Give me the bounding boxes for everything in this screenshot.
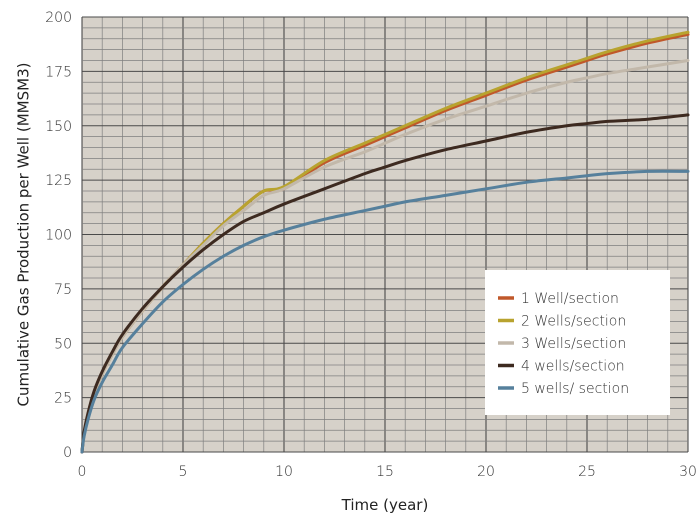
x-tick-label: 20 bbox=[477, 464, 495, 480]
x-tick-label: 5 bbox=[179, 464, 188, 480]
series-line-4 bbox=[80, 113, 690, 454]
x-tick-label: 0 bbox=[78, 464, 87, 480]
y-tick-label: 0 bbox=[63, 445, 72, 461]
y-tick-label: 100 bbox=[45, 228, 72, 244]
legend-box bbox=[485, 270, 670, 415]
y-tick-label: 75 bbox=[54, 282, 72, 298]
x-tick-label: 30 bbox=[679, 464, 697, 480]
y-tick-label: 25 bbox=[54, 391, 72, 407]
series-lines bbox=[80, 30, 690, 454]
legend-entry-label: 4 wells/section bbox=[521, 359, 625, 375]
series-line-5 bbox=[80, 169, 690, 454]
y-axis-label: Cumulative Gas Production per Well (MMSM… bbox=[15, 63, 33, 407]
legend-entry-label: 1 Well/section bbox=[521, 291, 619, 307]
y-tick-label: 175 bbox=[45, 64, 72, 80]
y-tick-label: 150 bbox=[45, 119, 72, 135]
x-axis-label: Time (year) bbox=[341, 496, 429, 514]
legend-entry-label: 2 Wells/section bbox=[521, 314, 626, 330]
legend-entry-label: 3 Wells/section bbox=[521, 336, 626, 352]
x-tick-label: 25 bbox=[578, 464, 596, 480]
legend-entry-label: 5 wells/ section bbox=[521, 381, 629, 397]
legend: 1 Well/section 2 Wells/section 3 Wells/sec… bbox=[485, 270, 670, 415]
x-tick-label: 10 bbox=[275, 464, 293, 480]
y-tick-label: 50 bbox=[54, 336, 72, 352]
y-tick-label: 200 bbox=[45, 10, 72, 26]
x-tick-label: 15 bbox=[376, 464, 394, 480]
axes: 0 5 10 15 20 25 30 0 25 50 75 100 125 150 175 200 bbox=[45, 10, 697, 480]
y-tick-label: 125 bbox=[45, 173, 72, 189]
